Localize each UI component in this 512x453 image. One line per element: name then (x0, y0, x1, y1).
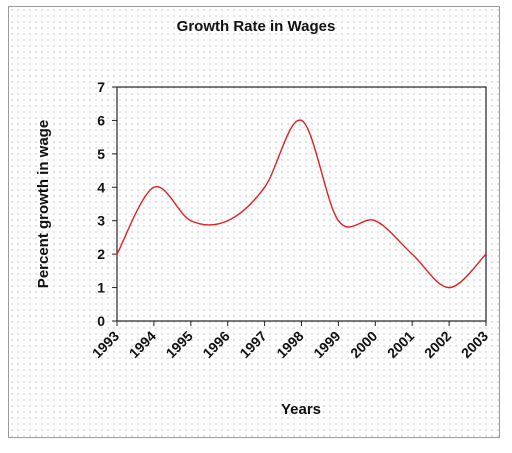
x-tick-label: 2003 (458, 328, 491, 361)
y-axis-title: Percent growth in wage (35, 120, 52, 288)
plot-area (116, 86, 487, 322)
x-tick-label: 1994 (126, 328, 159, 361)
chart-title: Growth Rate in Wages (177, 18, 336, 35)
data-point (226, 219, 229, 222)
data-point (448, 286, 450, 289)
data-point (116, 253, 118, 255)
data-point (263, 186, 266, 189)
x-tick-label: 2001 (384, 328, 417, 361)
y-tick-label: 0 (97, 313, 105, 329)
data-point (337, 219, 340, 222)
data-point (190, 219, 192, 222)
data-points (116, 119, 487, 289)
y-tick-label: 7 (97, 79, 105, 95)
x-tick-label: 2000 (347, 328, 380, 361)
data-point (153, 186, 155, 189)
x-axis: 1993 1994 1995 1996 1997 1998 1999 2000 2001 2002… (89, 321, 491, 361)
x-tick-label: 1995 (163, 328, 196, 361)
data-point (411, 253, 414, 255)
data-point (300, 119, 303, 122)
x-tick-label: 1999 (310, 328, 343, 361)
x-tick-label: 1993 (89, 328, 122, 361)
y-tick-label: 4 (97, 179, 105, 195)
y-tick-label: 1 (97, 280, 105, 296)
y-tick-label: 5 (97, 146, 105, 162)
data-point (374, 219, 377, 222)
x-tick-label: 1998 (273, 328, 306, 361)
chart-frame (8, 6, 500, 438)
y-tick-label: 3 (97, 213, 105, 229)
y-axis: 0 1 2 3 4 5 6 7 (97, 79, 117, 329)
y-tick-label: 2 (97, 246, 105, 262)
x-tick-label: 2002 (421, 328, 454, 361)
x-tick-label: 1997 (236, 328, 269, 361)
data-point (485, 253, 487, 255)
x-axis-title: Years (281, 401, 321, 418)
x-tick-label: 1996 (199, 328, 232, 361)
series-line (116, 119, 487, 289)
y-tick-label: 6 (97, 112, 105, 128)
